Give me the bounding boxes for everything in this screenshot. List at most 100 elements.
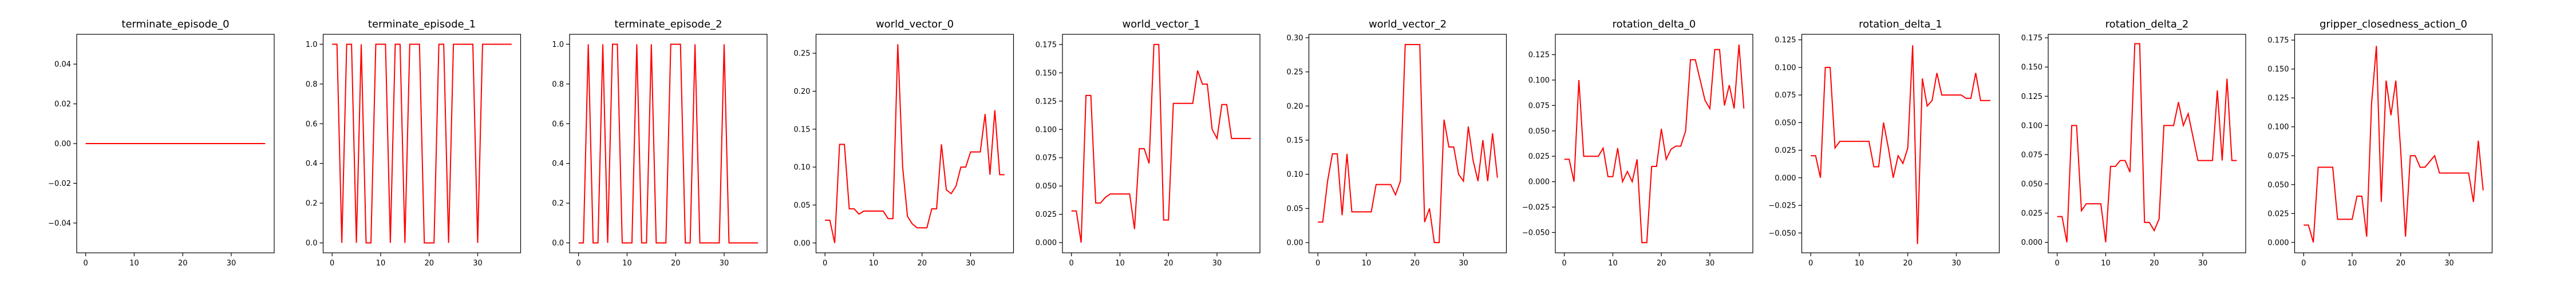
series-line: [1811, 45, 1990, 244]
y-tick-label: 0.075: [1036, 154, 1057, 162]
y-tick-label: −0.04: [48, 219, 71, 228]
plot-frame: [1555, 34, 1753, 253]
series-line: [1564, 44, 1745, 244]
x-tick-label: 0: [576, 259, 581, 268]
x-tick-label: 30: [1705, 259, 1715, 268]
y-tick-label: 0.6: [552, 120, 564, 129]
y-tick-label: 0.025: [2267, 210, 2289, 219]
y-tick-label: 0.20: [794, 88, 811, 96]
y-tick-label: 0.125: [2267, 94, 2289, 103]
y-tick-label: 0.2: [552, 200, 564, 208]
y-tick-label: 0.150: [2267, 65, 2289, 74]
y-tick-label: 0.100: [2021, 122, 2042, 130]
y-tick-label: 0.000: [2267, 239, 2289, 247]
series-line: [2057, 43, 2237, 243]
y-tick-label: 0.4: [552, 160, 564, 168]
y-tick-label: 0.125: [1036, 97, 1057, 106]
x-tick-label: 30: [1951, 259, 1961, 268]
x-tick-label: 10: [1855, 259, 1864, 268]
y-tick-label: 0.100: [2267, 123, 2289, 132]
y-tick-label: 0.025: [1036, 210, 1057, 219]
y-tick-label: 0.8: [552, 80, 564, 89]
y-tick-label: −0.02: [48, 180, 71, 188]
y-tick-label: 0.125: [2021, 93, 2042, 101]
chart-title: world_vector_2: [1369, 18, 1447, 30]
y-tick-label: 0.075: [2021, 151, 2042, 160]
x-tick-label: 20: [917, 259, 927, 268]
y-tick-label: 0.25: [1287, 68, 1303, 77]
series-line: [1071, 43, 1251, 243]
x-tick-label: 0: [1315, 259, 1320, 268]
x-tick-label: 0: [1069, 259, 1074, 268]
y-tick-label: 0.050: [1036, 182, 1057, 191]
x-tick-label: 30: [473, 259, 483, 268]
x-tick-label: 0: [84, 259, 88, 268]
x-tick-label: 0: [2055, 259, 2060, 268]
y-tick-label: 0.175: [2021, 34, 2042, 43]
x-tick-label: 0: [330, 259, 334, 268]
y-tick-label: 0.8: [306, 80, 318, 89]
y-tick-label: 0.125: [1775, 36, 1796, 45]
y-tick-label: 0.20: [1287, 102, 1303, 111]
y-tick-label: 0.100: [1528, 76, 1550, 85]
y-tick-label: 0.000: [1775, 174, 1796, 182]
chart-title: gripper_closedness_action_0: [2320, 18, 2467, 30]
y-tick-label: 0.100: [1036, 126, 1057, 134]
y-tick-label: −0.025: [1768, 202, 1796, 210]
chart-title: rotation_delta_0: [1613, 18, 1696, 30]
y-tick-label: 0.04: [54, 61, 71, 69]
y-tick-label: 0.6: [306, 120, 318, 129]
x-tick-label: 20: [1164, 259, 1174, 268]
y-tick-label: 0.025: [1528, 153, 1550, 161]
y-tick-label: 0.125: [1528, 51, 1550, 59]
x-tick-label: 0: [2301, 259, 2306, 268]
x-tick-label: 0: [823, 259, 827, 268]
y-tick-label: 0.00: [54, 140, 71, 149]
y-tick-label: 0.000: [1036, 239, 1057, 248]
series-line: [2304, 46, 2484, 243]
y-tick-label: 0.25: [794, 50, 811, 58]
x-tick-label: 0: [1562, 259, 1567, 268]
chart-title: world_vector_0: [876, 18, 954, 30]
y-tick-label: 0.050: [1528, 127, 1550, 136]
y-tick-label: 0.00: [794, 239, 811, 248]
plot-frame: [76, 34, 275, 253]
x-tick-label: 20: [2150, 259, 2159, 268]
y-tick-label: 0.150: [1036, 69, 1057, 78]
x-tick-label: 10: [1362, 259, 1372, 268]
y-tick-label: 0.10: [1287, 170, 1303, 179]
y-tick-label: 0.02: [54, 100, 71, 109]
x-tick-label: 20: [671, 259, 681, 268]
subplot-world_vector_0: world_vector_0 0 10 20 30 0.00 0.05 0.10 0.15 0.2…: [794, 18, 1014, 268]
subplot-rotation_delta_2: rotation_delta_2 0 10 20 30 0.000 0.025 0.050 0.…: [2021, 18, 2246, 268]
plot-frame: [322, 34, 521, 253]
x-tick-label: 20: [1410, 259, 1420, 268]
x-tick-label: 30: [966, 259, 975, 268]
subplot-rotation_delta_1: rotation_delta_1 0 10 20 30 −0.050 −0.025 0.000…: [1768, 18, 2000, 268]
y-tick-label: 0.175: [2267, 37, 2289, 45]
y-tick-label: 0.000: [2021, 239, 2042, 247]
y-tick-label: 0.050: [2021, 180, 2042, 189]
x-tick-label: 10: [129, 259, 139, 268]
y-tick-label: 0.2: [306, 200, 318, 208]
subplot-world_vector_2: world_vector_2 0 10 20 30 0.00 0.05 0.10 0.15 0.2…: [1287, 18, 1507, 268]
y-tick-label: 0.075: [2267, 152, 2289, 161]
y-tick-label: −0.025: [1522, 204, 1550, 212]
series-line: [332, 43, 512, 244]
subplot-world_vector_1: world_vector_1 0 10 20 30 0.000 0.025 0.050 0.07…: [1036, 18, 1261, 268]
chart-title: terminate_episode_0: [121, 18, 229, 30]
y-tick-label: 0.075: [1528, 102, 1550, 110]
series-line: [578, 43, 758, 244]
y-tick-label: 0.025: [1775, 146, 1796, 155]
subplot-terminate_episode_0: terminate_episode_0 0 10 20 30 −0.04 −0.02 0.00…: [48, 18, 275, 268]
subplot-terminate_episode_2: terminate_episode_2 0 10 20 30 0.0 0.2 0.4 0.6 0.…: [552, 18, 768, 268]
plot-frame: [815, 34, 1014, 253]
x-tick-label: 30: [720, 259, 729, 268]
x-tick-label: 10: [869, 259, 879, 268]
y-tick-label: 0.0: [552, 239, 564, 248]
x-tick-label: 10: [1115, 259, 1125, 268]
plot-frame: [2048, 34, 2246, 253]
y-tick-label: 0.025: [2021, 209, 2042, 218]
y-tick-label: 0.05: [1287, 205, 1303, 213]
chart-title: terminate_episode_1: [368, 18, 476, 30]
